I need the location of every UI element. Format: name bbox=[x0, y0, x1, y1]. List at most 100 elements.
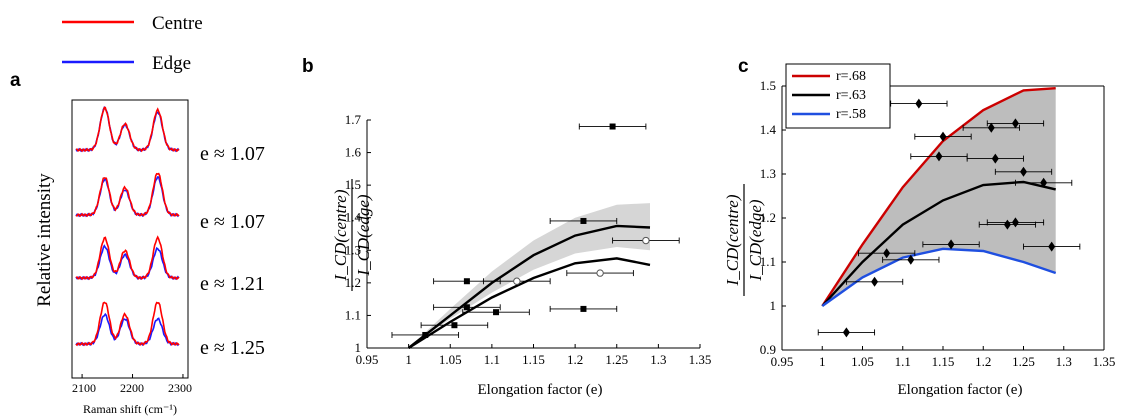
panel-a-xtick: 2300 bbox=[168, 381, 192, 395]
panel-c-xtick-label: 1.25 bbox=[1012, 354, 1035, 369]
panel-a-xtick: 2100 bbox=[72, 381, 96, 395]
panel-b-ytick-label: 1.3 bbox=[345, 242, 361, 257]
panel-c-point-diamond bbox=[1048, 241, 1056, 252]
panel-c-point-diamond bbox=[935, 151, 943, 162]
panel-c-xtick-label: 1.3 bbox=[1056, 354, 1072, 369]
panel-b-point-circle bbox=[642, 236, 650, 245]
panel-b-ylabel-num: I_CD(centre) bbox=[331, 189, 350, 281]
panel-a-e-label: e ≈ 1.07 bbox=[200, 143, 265, 165]
panel-c-point-diamond bbox=[1040, 177, 1048, 188]
panel-c-curve bbox=[821, 247, 1057, 307]
panel-b-point-square bbox=[609, 123, 616, 130]
panel-c-ytick-label: 0.9 bbox=[760, 342, 776, 357]
panel-c-ytick-label: 1.5 bbox=[760, 78, 776, 93]
panel-c-ylabel-num: I_CD(centre) bbox=[723, 194, 742, 286]
panel-b-point-square bbox=[580, 305, 587, 312]
panel-c-letter: c bbox=[738, 56, 749, 77]
panel-c-xtick-label: 1 bbox=[819, 354, 826, 369]
panel-c-xtick-label: 1.05 bbox=[851, 354, 874, 369]
panel-c-point-diamond bbox=[907, 254, 915, 265]
trace-centre bbox=[75, 172, 180, 218]
panel-a: a Relative intensity 2100 2200 2300 Rama… bbox=[10, 70, 265, 416]
panel-c-plot: 0.95 1 1.05 1.1 1.15 1.2 1.25 1.3 1.35 0.9 1 1.1 1.2… bbox=[760, 63, 1116, 369]
panel-c-point-diamond bbox=[947, 239, 955, 250]
panel-c-xtick-label: 1.2 bbox=[975, 354, 991, 369]
panel-c-point-diamond bbox=[842, 327, 850, 338]
trace-centre bbox=[75, 235, 180, 281]
panel-a-e-label: e ≈ 1.21 bbox=[200, 273, 265, 295]
legend-centre-label: Centre bbox=[152, 13, 203, 34]
panel-b-point-square bbox=[463, 278, 470, 285]
panel-b-ytick-label: 1.7 bbox=[345, 112, 362, 127]
panel-b-xtick-label: 1.3 bbox=[650, 352, 666, 367]
panel-b-xtick-label: 1 bbox=[405, 352, 412, 367]
panel-b-xtick-label: 1.15 bbox=[522, 352, 545, 367]
panel-b-xtick-label: 1.35 bbox=[689, 352, 712, 367]
panel-c-point-diamond bbox=[991, 153, 999, 164]
panel-b-fit-curve bbox=[407, 257, 651, 350]
panel-c-point-diamond bbox=[871, 276, 879, 287]
panel-c-curve bbox=[821, 180, 1056, 307]
panel-b-xlabel: Elongation factor (e) bbox=[478, 382, 603, 398]
panel-a-ylabel: Relative intensity bbox=[34, 173, 55, 307]
panel-c-point-diamond bbox=[939, 131, 947, 142]
panel-c-point-diamond bbox=[1011, 118, 1019, 129]
panel-c-ytick-label: 1.2 bbox=[760, 210, 776, 225]
panel-b-ytick-label: 1.5 bbox=[345, 177, 361, 192]
panel-c-point-diamond bbox=[1011, 217, 1019, 228]
panel-b-letter: b bbox=[302, 56, 314, 77]
trace-edge bbox=[75, 312, 180, 347]
panel-b-point-square bbox=[580, 217, 587, 224]
panel-c-ytick-label: 1 bbox=[770, 298, 777, 313]
panel-b-xtick-label: 1.25 bbox=[605, 352, 628, 367]
panel-b-fit-curve bbox=[407, 224, 651, 349]
panel-b-xtick-label: 1.1 bbox=[484, 352, 500, 367]
panel-a-frame bbox=[71, 99, 189, 379]
panel-a-xtick: 2200 bbox=[120, 381, 144, 395]
panel-b-ytick-label: 1 bbox=[355, 340, 362, 355]
panel-a-xticks: 2100 2200 2300 bbox=[72, 381, 192, 395]
panel-c: c I_CD(centre) I_CD(edge) 0.95 1 1.05 1.1 1.… bbox=[723, 56, 1115, 398]
top-legend: Centre Edge bbox=[62, 13, 203, 74]
panel-c-xtick-label: 1.15 bbox=[932, 354, 955, 369]
panel-c-ylabel: I_CD(centre) I_CD(edge) bbox=[723, 184, 765, 296]
panel-c-point-diamond bbox=[1020, 166, 1027, 177]
panel-c-ylabel-den: I_CD(edge) bbox=[746, 199, 765, 282]
panel-b-ylabel-den: I_CD(edge) bbox=[354, 194, 373, 277]
panel-c-point-diamond bbox=[915, 98, 923, 109]
panel-b-point-circle bbox=[596, 269, 604, 277]
panel-b-plot: 0.95 1 1.05 1.1 1.15 1.2 1.25 1.3 1.3511.11.21.3… bbox=[345, 112, 712, 367]
panel-b-ytick-label: 1.4 bbox=[345, 210, 362, 225]
panel-c-ytick-label: 1.3 bbox=[760, 166, 776, 181]
panel-a-e-labels: e ≈ 1.07 e ≈ 1.07 e ≈ 1.21 e ≈ 1.25 bbox=[200, 143, 265, 359]
panel-b-xtick-label: 0.95 bbox=[356, 352, 379, 367]
panel-a-traces bbox=[75, 105, 184, 378]
panel-a-letter: a bbox=[10, 70, 21, 91]
panel-b-point-square bbox=[463, 304, 470, 311]
panel-b-point-square bbox=[493, 309, 500, 316]
trace-centre bbox=[75, 106, 180, 153]
panel-a-e-label: e ≈ 1.07 bbox=[200, 211, 265, 233]
panel-c-xtick-label: 1.35 bbox=[1093, 354, 1116, 369]
panel-b-xtick-label: 1.2 bbox=[567, 352, 583, 367]
panel-b-point-circle bbox=[513, 277, 521, 285]
panel-c-shaded-region bbox=[822, 88, 1056, 306]
panel-c-legend-label: r=.58 bbox=[836, 107, 866, 122]
panel-c-point-diamond bbox=[987, 122, 995, 133]
panel-c-legend: r=.68 r=.63 r=.58 bbox=[785, 63, 891, 129]
panel-c-ytick-label: 1.1 bbox=[760, 254, 776, 269]
panel-a-xlabel: Raman shift (cm⁻¹) bbox=[83, 402, 177, 416]
panel-b-ytick-label: 1.6 bbox=[345, 145, 362, 160]
panel-c-point-diamond bbox=[883, 248, 891, 259]
panel-b-point-square bbox=[451, 322, 458, 329]
panel-b-ytick-label: 1.1 bbox=[345, 307, 361, 322]
panel-a-e-label: e ≈ 1.25 bbox=[200, 337, 265, 359]
panel-b-ytick-label: 1.2 bbox=[345, 275, 361, 290]
panel-b-ylabel: I_CD(centre) I_CD(edge) bbox=[331, 179, 373, 291]
legend-edge-label: Edge bbox=[152, 53, 191, 74]
panel-c-xlabel: Elongation factor (e) bbox=[898, 382, 1023, 398]
panel-c-ytick-label: 1.4 bbox=[760, 122, 777, 137]
panel-c-legend-label: r=.68 bbox=[836, 69, 866, 84]
panel-b-xtick-label: 1.05 bbox=[439, 352, 462, 367]
